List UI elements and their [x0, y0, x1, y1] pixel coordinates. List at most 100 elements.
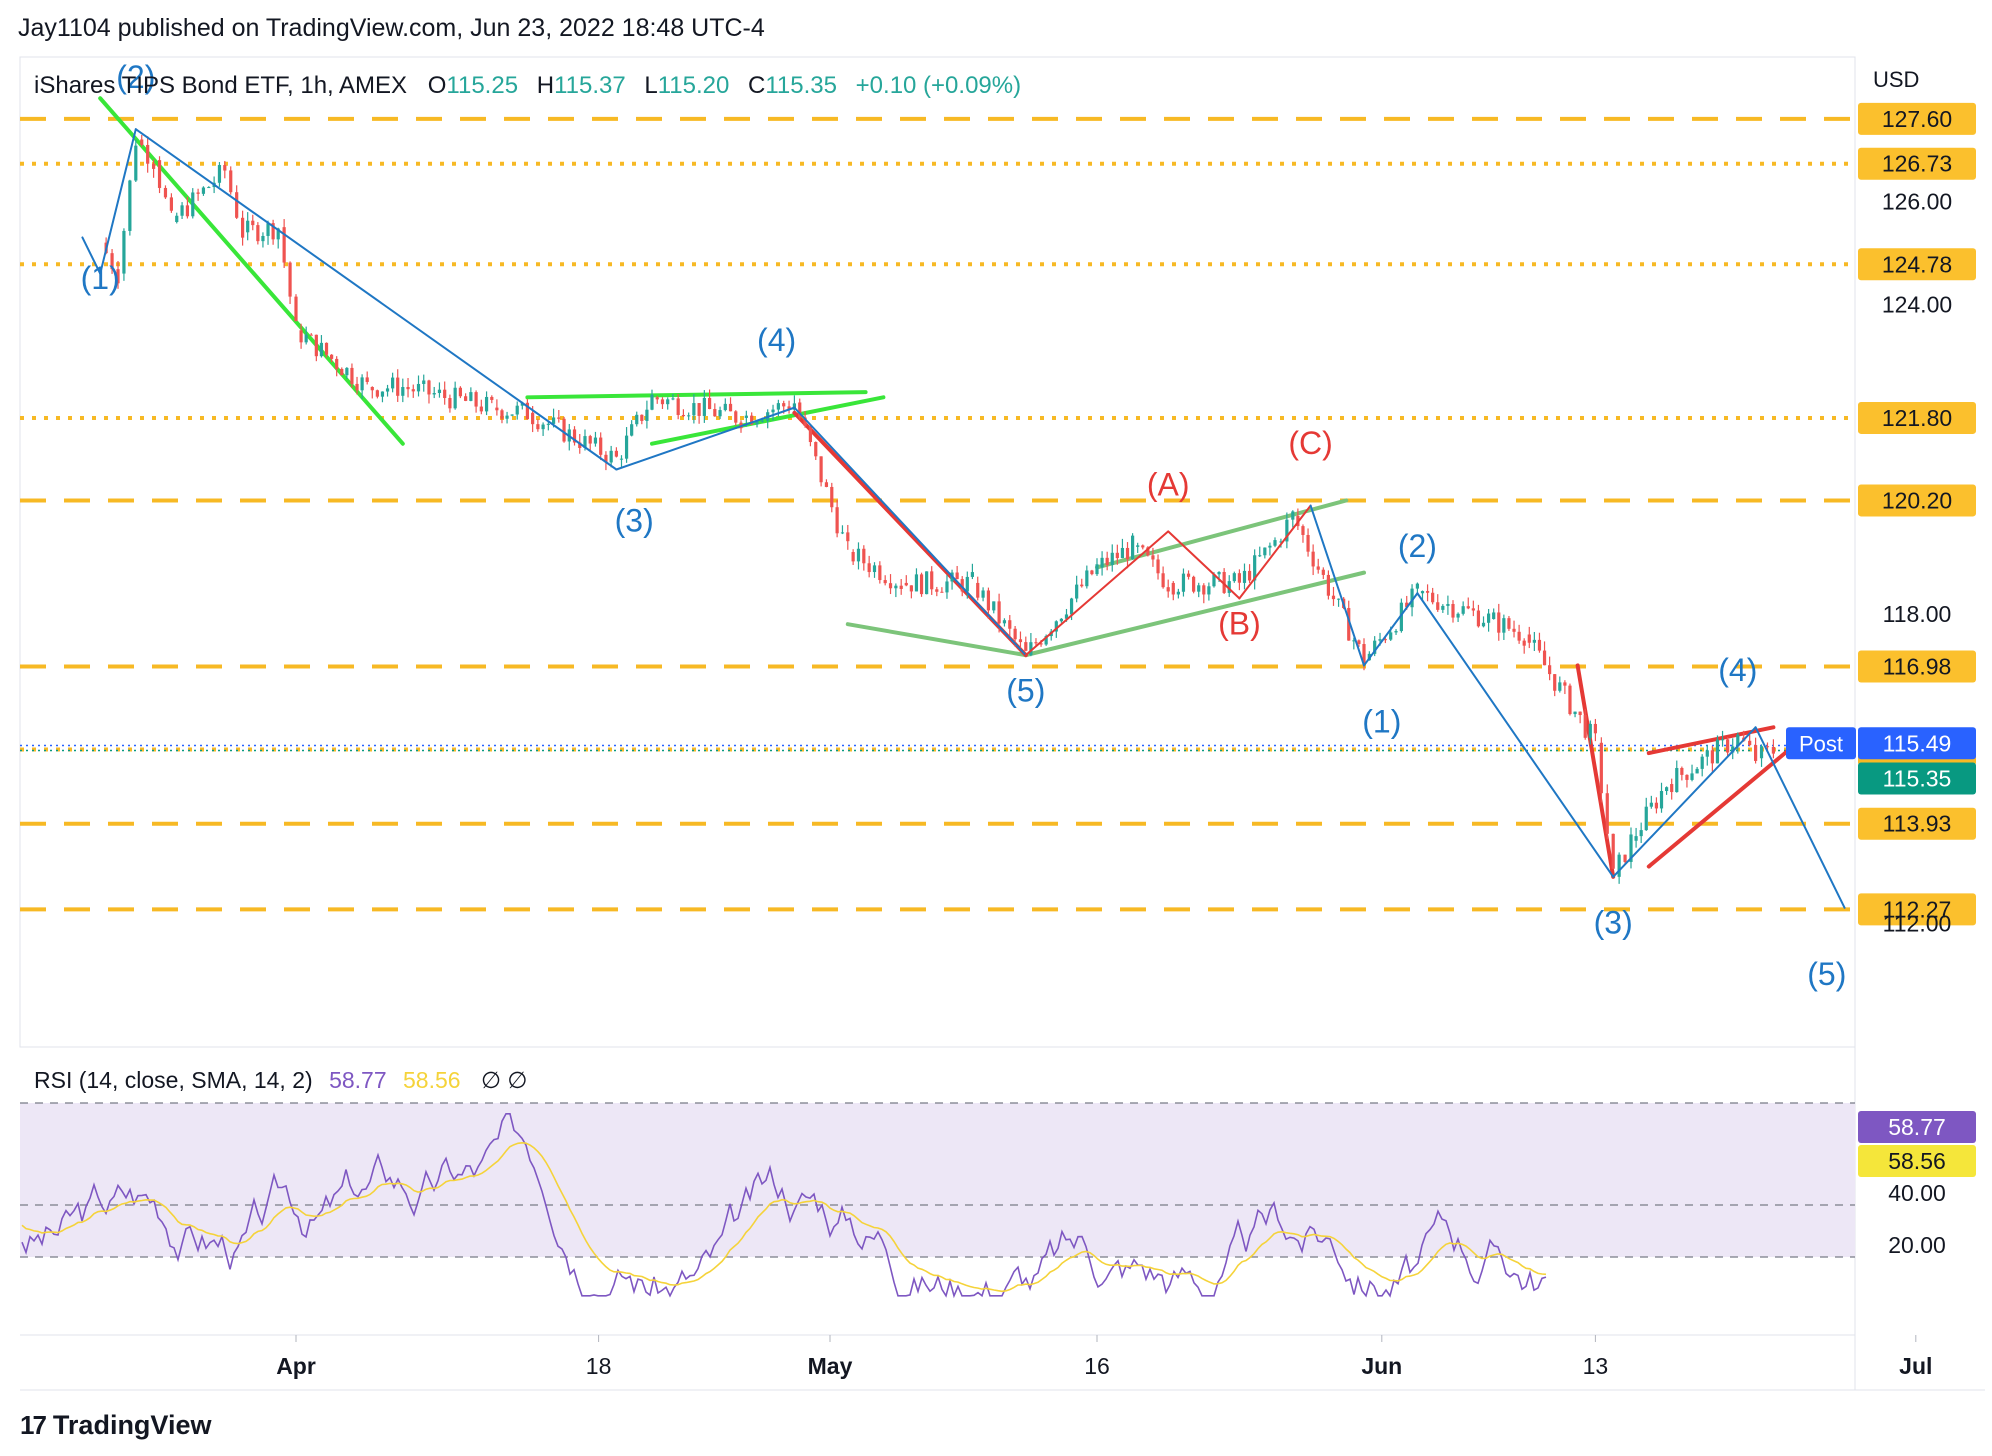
candle-body-75: [505, 415, 509, 419]
wave-label-8: (1): [1362, 703, 1401, 739]
candle-body-266: [1497, 612, 1501, 633]
candle-body-96: [614, 450, 618, 457]
wave-label-3: (4): [757, 322, 796, 358]
candle-body-9: [157, 160, 162, 188]
candle-body-72: [490, 396, 494, 400]
green-channel-2: [1023, 570, 1366, 658]
red-impulse-2: [1575, 663, 1616, 879]
candle-body-57: [411, 389, 415, 392]
candle-body-95: [609, 450, 613, 463]
candle-body-281: [1573, 711, 1577, 715]
candle-body-2: [116, 269, 120, 284]
x-tick-2: May: [808, 1353, 853, 1379]
candle-body-263: [1481, 622, 1486, 627]
high-label: H: [537, 72, 554, 99]
candle-body-234: [1331, 595, 1336, 600]
candle-body-233: [1326, 574, 1330, 596]
candle-body-280: [1568, 685, 1572, 715]
wave-red-0: [1024, 530, 1170, 657]
x-tick-3: 16: [1084, 1353, 1110, 1379]
candle-body-51: [380, 391, 385, 397]
candle-body-239: [1357, 640, 1361, 645]
candle-body-71: [484, 396, 489, 412]
candle-body-27: [256, 225, 260, 242]
candle-body-136: [824, 482, 829, 487]
publisher-header: Jay1104 published on TradingView.com, Ju…: [18, 14, 765, 42]
candle-body-164: [970, 572, 974, 577]
candle-body-189: [1100, 557, 1104, 568]
candle-body-88: [572, 429, 577, 443]
wave-label-0: (1): [81, 260, 120, 296]
rsi-band-fill: [20, 1102, 1855, 1258]
candle-body-277: [1553, 674, 1557, 691]
rsi-lines: [21, 1113, 1547, 1299]
candle-body-186: [1085, 570, 1089, 587]
candle-body-64: [448, 398, 452, 409]
candle-body-182: [1064, 614, 1069, 619]
candle-body-314: [1748, 740, 1752, 746]
candle-body-301: [1680, 767, 1684, 775]
candle-body-297: [1659, 791, 1664, 809]
candle-body-58: [416, 383, 421, 392]
candle-body-5: [134, 145, 138, 181]
candle-body-276: [1548, 665, 1552, 675]
level-tag-bg-3: [1858, 401, 1976, 434]
candle-body-81: [536, 424, 540, 430]
candle-body-21: [223, 165, 227, 171]
candle-body-177: [1039, 643, 1043, 645]
candle-body-275: [1542, 650, 1547, 666]
candle-body-63: [443, 389, 447, 399]
candle-body-143: [862, 548, 866, 564]
close-label: C: [748, 72, 765, 99]
wave-lines: [81, 128, 1846, 909]
svg-text:iShares TIPS Bond ETF, 1h, AME: iShares TIPS Bond ETF, 1h, AMEX O115.25 …: [34, 72, 1021, 99]
y-tick-3: 112.00: [1883, 910, 1952, 936]
rsi-band: [20, 1103, 1855, 1257]
candle-body-209: [1202, 585, 1206, 595]
level-tag-5: 116.98: [1883, 653, 1952, 679]
candle-body-251: [1420, 591, 1425, 594]
candle-body-43: [340, 368, 344, 376]
candle-body-184: [1075, 584, 1079, 599]
candle-body-99: [630, 424, 634, 436]
candle-body-50: [375, 390, 379, 397]
open-label: O: [428, 72, 447, 99]
candle-body-109: [681, 414, 686, 417]
level-tag-bg-2: [1858, 248, 1976, 281]
candle-body-228: [1301, 526, 1305, 535]
candle-body-318: [1771, 746, 1775, 754]
candle-body-93: [599, 437, 603, 455]
candle-body-221: [1263, 547, 1267, 556]
candle-body-4: [128, 180, 132, 231]
level-tag-bg-5: [1858, 650, 1976, 683]
candle-body-205: [1181, 573, 1186, 592]
tradingview-logo[interactable]: 17 TradingView: [20, 1410, 211, 1441]
candle-body-307: [1710, 750, 1714, 764]
candle-body-258: [1456, 613, 1460, 618]
candle-body-15: [191, 192, 195, 217]
candle-body-36: [304, 334, 308, 343]
candle-body-24: [241, 217, 245, 238]
candle-body-303: [1690, 773, 1694, 780]
candle-body-68: [469, 392, 473, 401]
candle-body-90: [583, 436, 587, 448]
rsi-y-tick-0: 40.00: [1888, 1180, 1946, 1206]
candle-body-97: [619, 458, 624, 460]
candle-body-174: [1024, 642, 1028, 651]
candle-body-127: [776, 403, 780, 410]
candle-body-156: [930, 571, 934, 590]
candle-body-134: [814, 442, 818, 457]
candle-body-226: [1291, 511, 1295, 520]
candle-body-257: [1451, 603, 1455, 618]
candle-body-181: [1059, 618, 1063, 622]
candle-body-74: [500, 410, 504, 419]
candle-body-311: [1731, 746, 1735, 753]
candle-body-7: [146, 144, 150, 164]
candle-body-166: [981, 590, 985, 598]
candle-body-262: [1476, 610, 1481, 627]
x-tick-0: Apr: [276, 1353, 316, 1379]
candle-body-244: [1383, 639, 1387, 641]
candle-body-150: [899, 585, 903, 589]
candle-body-187: [1090, 570, 1094, 575]
